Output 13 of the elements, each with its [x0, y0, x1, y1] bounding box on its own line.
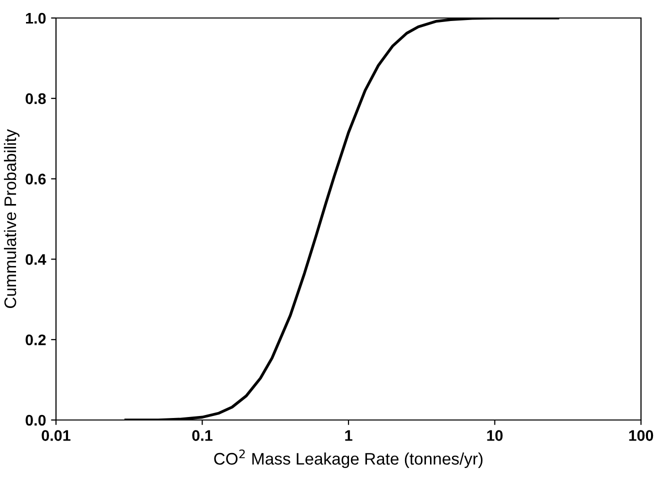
y-tick-label: 0.8 [26, 93, 46, 104]
y-tick-label: 0.4 [26, 254, 46, 265]
y-tick-label: 1.0 [26, 12, 46, 24]
x-tick-label: 0.1 [192, 430, 212, 441]
x-tick-label: 0.01 [42, 430, 70, 441]
x-tick-label: 10 [487, 430, 503, 441]
y-tick-label: 0.6 [26, 174, 46, 184]
x-axis-title: CO$^{2}$ Mass Leakage Rate (tonnes/yr) [214, 450, 482, 468]
y-tick-label: 0.0 [26, 414, 46, 426]
x-tick-label: 100 [629, 430, 654, 441]
x-tick-label: 1 [345, 430, 352, 441]
y-tick-label: 0.2 [26, 334, 46, 346]
y-axis-title: Cummulative Probability [4, 129, 20, 308]
